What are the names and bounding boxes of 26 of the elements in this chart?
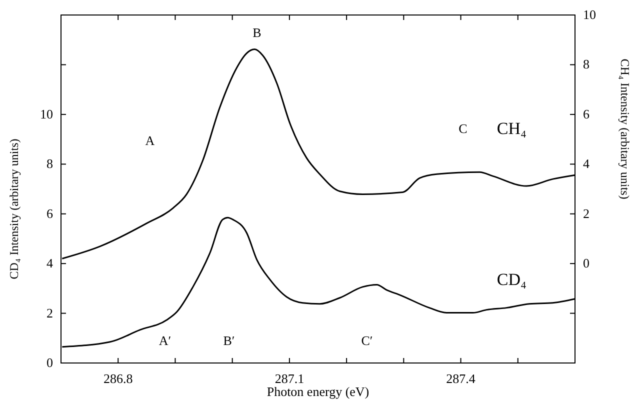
- annotation: A′: [158, 333, 172, 348]
- annotation: C: [458, 121, 468, 136]
- x-tick-label: 287.1: [274, 371, 304, 386]
- series-label: CD₄: [496, 270, 526, 289]
- y2-tick-label: 8: [583, 56, 590, 72]
- y2-axis-title: CH₄ Intensity (arbitary units): [618, 58, 632, 200]
- y2-tick-label: 0: [583, 256, 590, 271]
- y2-tick-label: 2: [583, 206, 590, 221]
- y2-tick-label: 10: [583, 7, 596, 22]
- text: CH₄: [496, 119, 526, 138]
- y2-tick-label: 6: [583, 106, 590, 122]
- y-tick-label: 6: [46, 206, 54, 221]
- y-tick-label: 8: [46, 156, 53, 172]
- y-tick-label: 4: [46, 256, 54, 271]
- annotation: B: [252, 25, 262, 40]
- y2-tick-label: 4: [583, 156, 590, 172]
- annotation: C′: [361, 333, 373, 348]
- y-tick-label: 2: [46, 305, 53, 320]
- y-axis-title: CD₄ Intensity (arbitary units): [7, 138, 21, 280]
- annotation: B′: [223, 333, 235, 348]
- annotation: A: [145, 133, 156, 148]
- x-tick-label: 287.4: [446, 371, 476, 386]
- x-axis-title: Photon energy (eV): [266, 384, 370, 399]
- y-tick-label: 0: [46, 355, 53, 370]
- x-tick-label: 286.8: [103, 371, 133, 386]
- y-tick-label: 10: [40, 106, 53, 122]
